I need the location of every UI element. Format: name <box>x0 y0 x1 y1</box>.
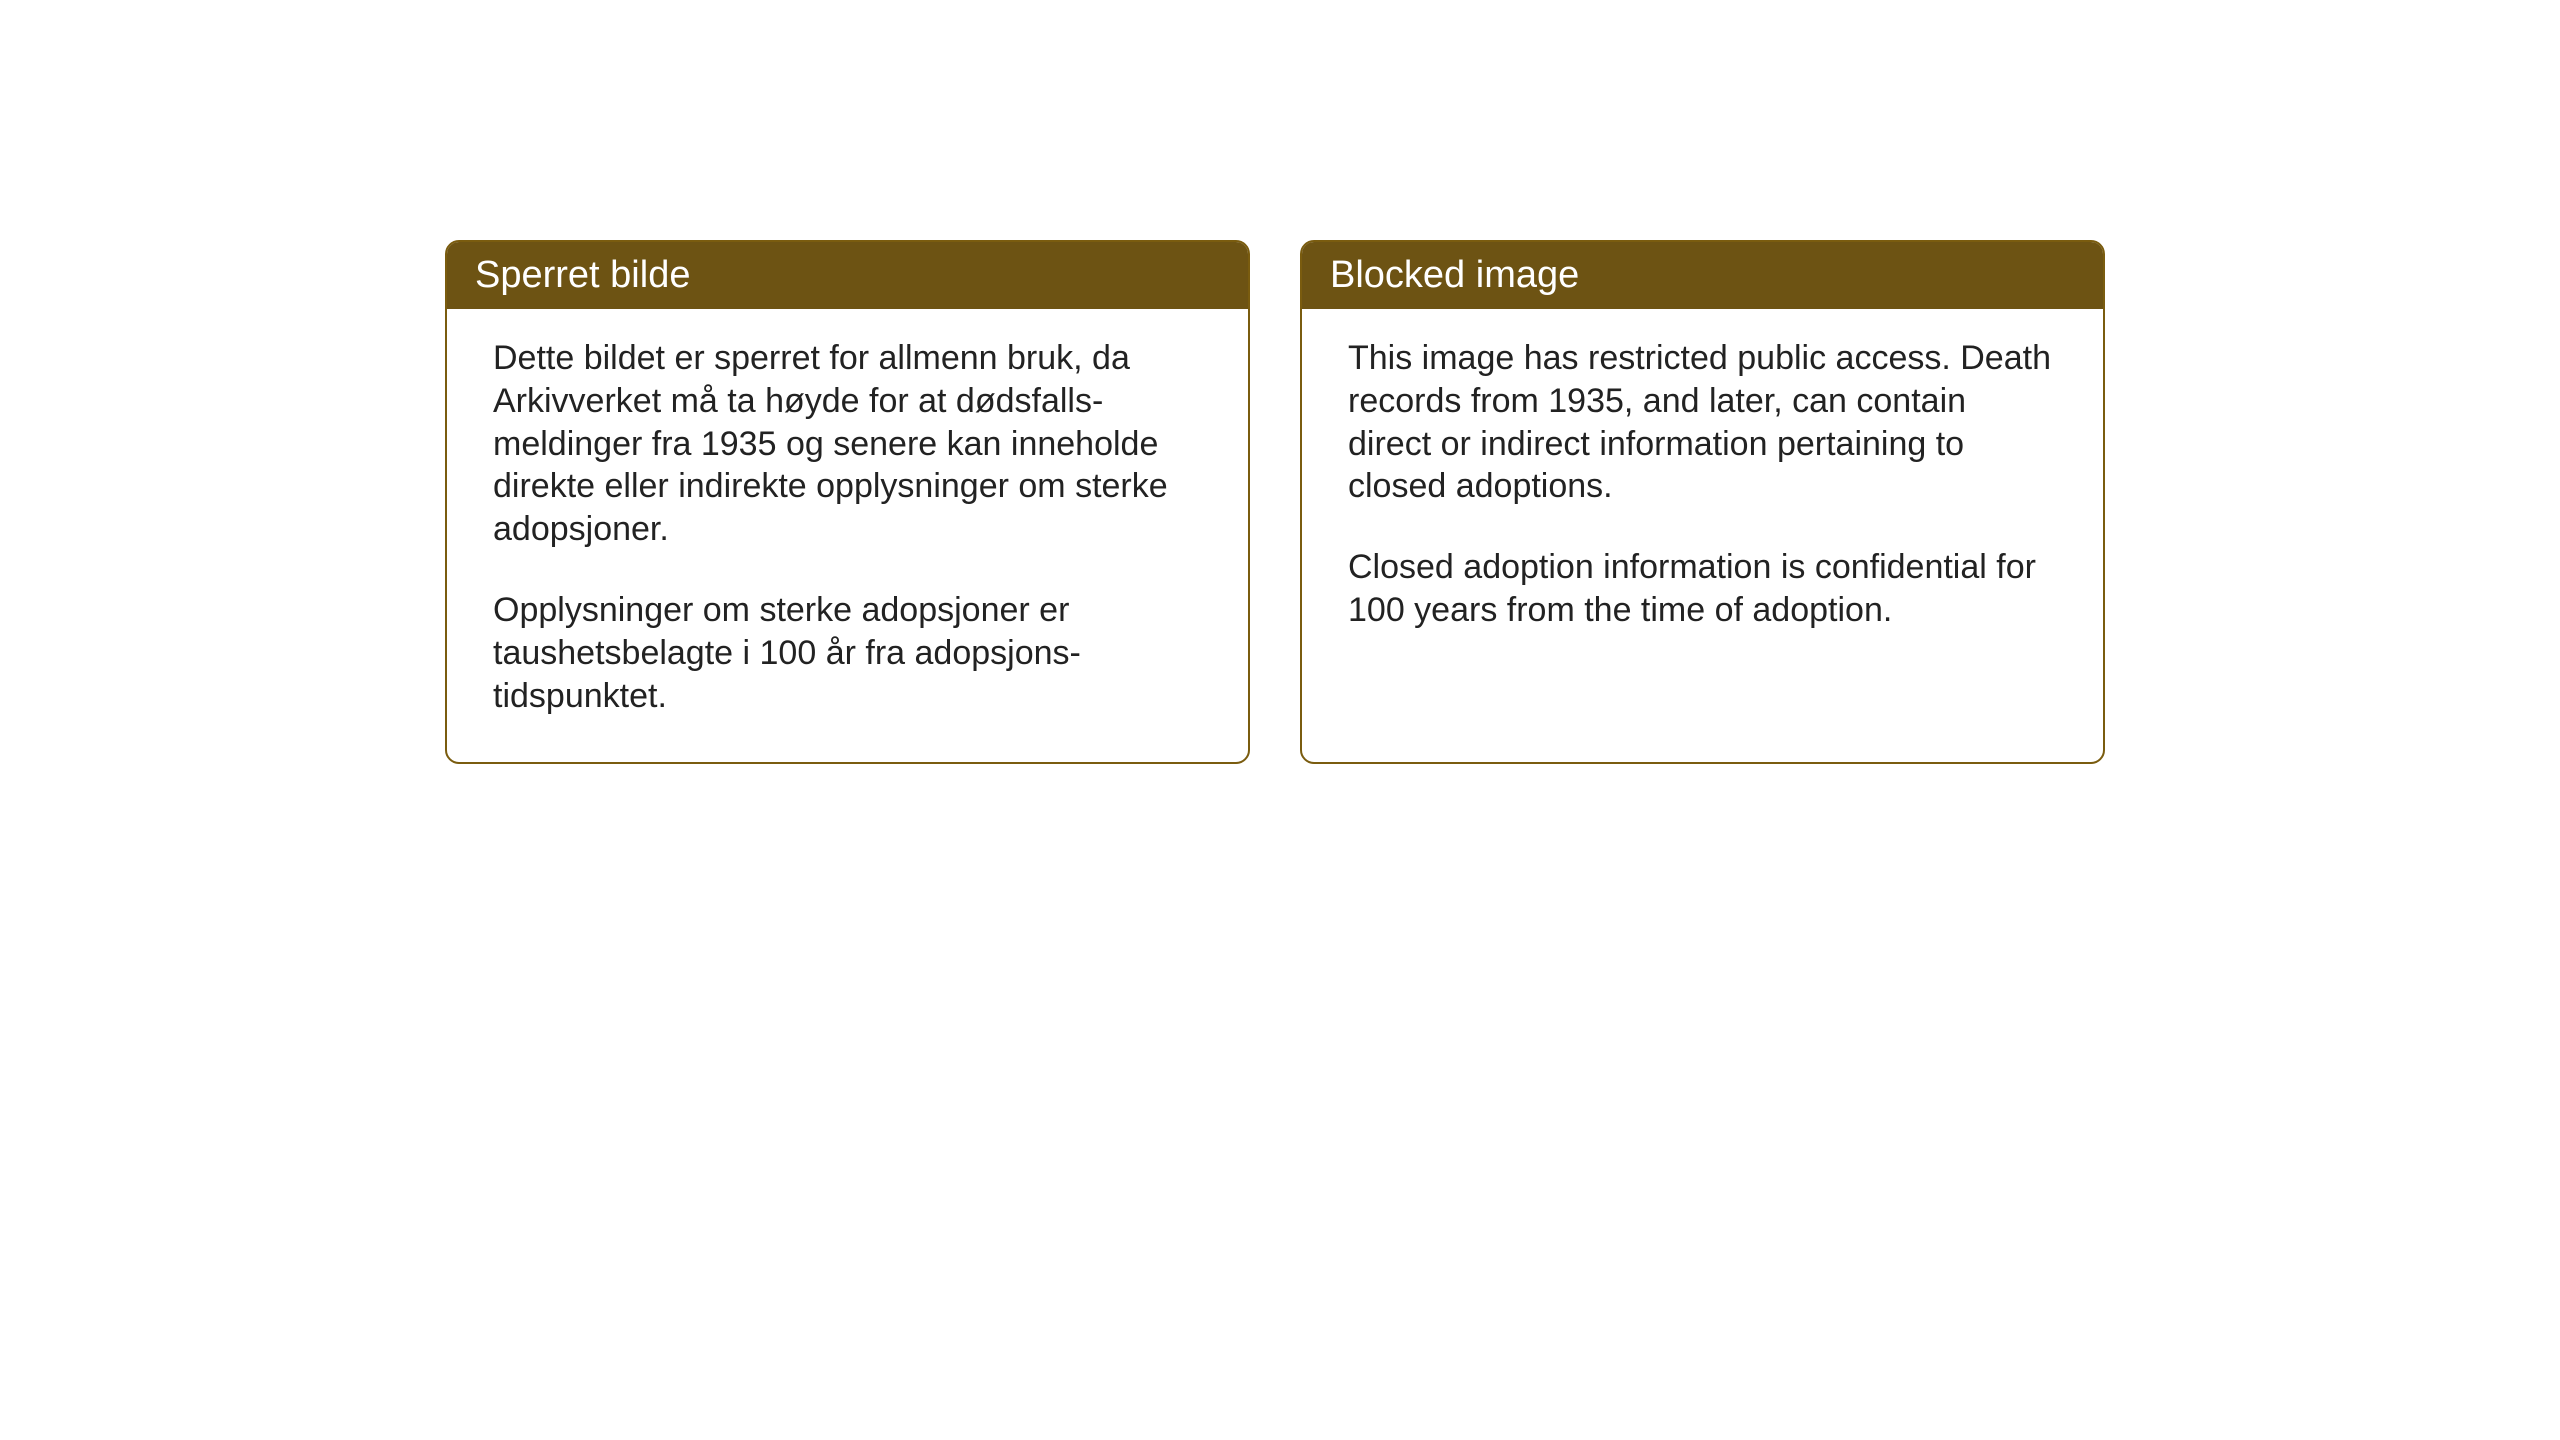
card-body-norwegian: Dette bildet er sperret for allmenn bruk… <box>447 309 1248 762</box>
card-para1-english: This image has restricted public access.… <box>1348 337 2057 508</box>
card-body-english: This image has restricted public access.… <box>1302 309 2103 722</box>
card-header-norwegian: Sperret bilde <box>447 242 1248 309</box>
notice-card-norwegian: Sperret bilde Dette bildet er sperret fo… <box>445 240 1250 764</box>
card-para2-norwegian: Opplysninger om sterke adopsjoner er tau… <box>493 589 1202 717</box>
card-para1-norwegian: Dette bildet er sperret for allmenn bruk… <box>493 337 1202 551</box>
card-title-english: Blocked image <box>1330 254 1579 296</box>
card-para2-english: Closed adoption information is confident… <box>1348 546 2057 632</box>
cards-container: Sperret bilde Dette bildet er sperret fo… <box>445 240 2105 764</box>
card-header-english: Blocked image <box>1302 242 2103 309</box>
notice-card-english: Blocked image This image has restricted … <box>1300 240 2105 764</box>
card-title-norwegian: Sperret bilde <box>475 254 690 296</box>
